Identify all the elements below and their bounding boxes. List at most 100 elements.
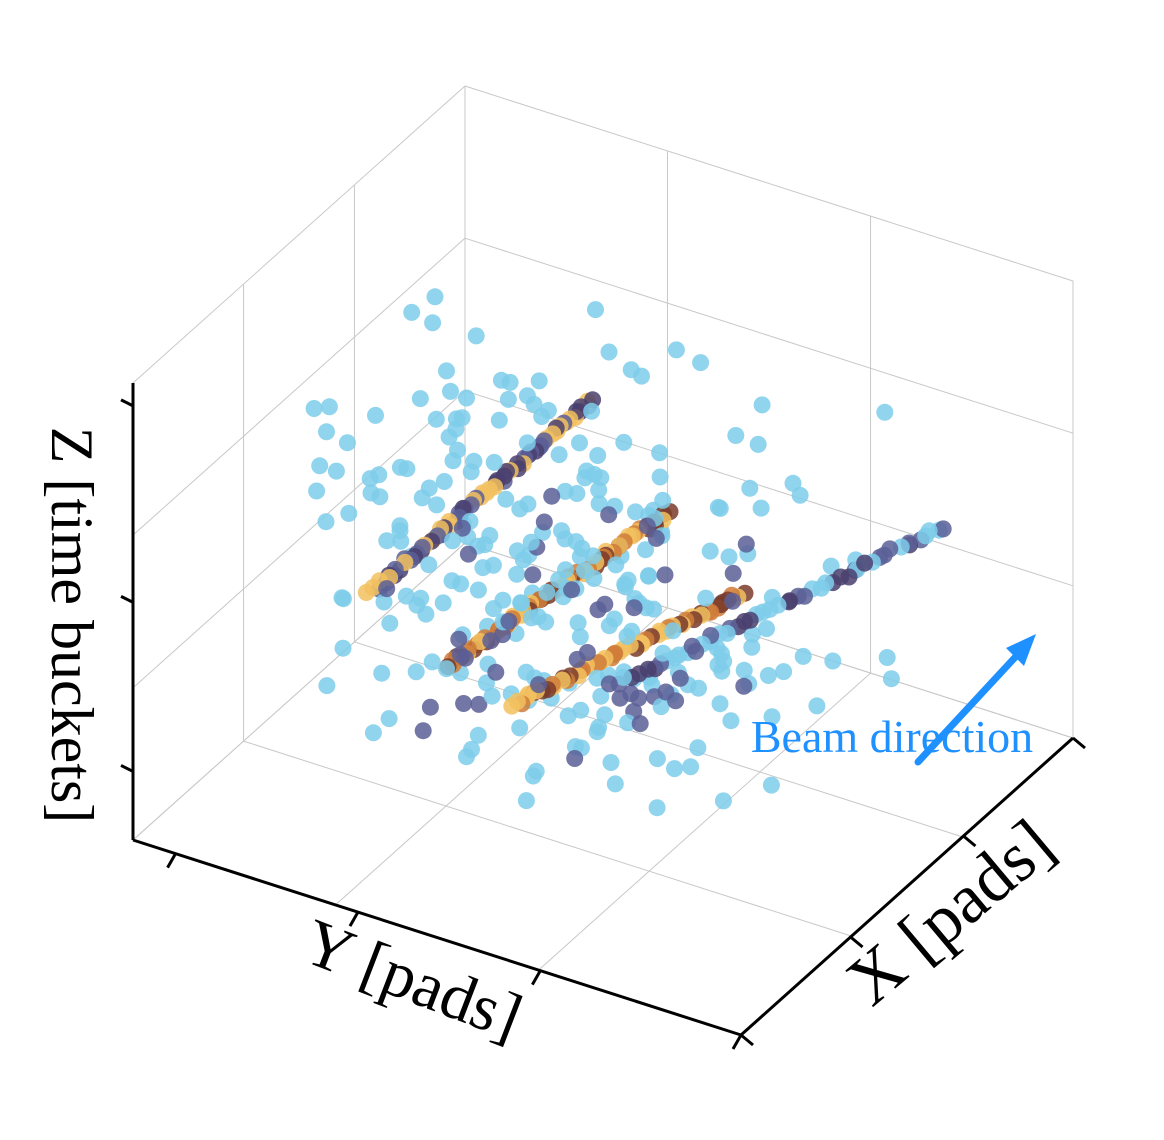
data-point xyxy=(556,482,574,500)
y-axis-tick xyxy=(348,911,360,927)
data-point xyxy=(566,750,584,767)
data-point xyxy=(647,529,665,547)
data-point xyxy=(487,663,505,681)
data-point xyxy=(600,617,618,635)
data-point xyxy=(575,562,593,579)
data-point xyxy=(447,420,465,438)
data-point xyxy=(535,513,553,531)
data-point xyxy=(752,499,770,517)
data-point xyxy=(414,722,432,740)
data-point xyxy=(508,565,526,583)
data-point xyxy=(689,739,707,757)
data-point xyxy=(378,532,396,550)
data-point xyxy=(651,468,669,486)
beam-direction-label: Beam direction xyxy=(751,711,1033,762)
data-point xyxy=(763,588,781,606)
data-point xyxy=(434,594,452,612)
data-point xyxy=(758,620,775,638)
data-point xyxy=(667,692,685,710)
grid-line xyxy=(538,672,871,971)
beam-direction-annotation: Beam direction xyxy=(751,634,1036,766)
data-point xyxy=(741,479,759,497)
data-point xyxy=(569,614,587,632)
data-point xyxy=(596,706,614,724)
data-point xyxy=(380,710,398,728)
data-point xyxy=(451,646,469,664)
data-point xyxy=(638,517,656,535)
data-point xyxy=(370,466,388,484)
data-point xyxy=(682,758,700,776)
data-point xyxy=(735,661,753,679)
data-point xyxy=(518,387,536,405)
data-point xyxy=(625,599,643,617)
data-point xyxy=(606,775,624,793)
grid-line xyxy=(132,390,466,689)
data-point xyxy=(720,548,738,566)
data-point xyxy=(530,372,548,390)
beam-arrowhead-icon xyxy=(1006,634,1036,666)
data-point xyxy=(327,462,345,480)
data-point xyxy=(735,677,753,695)
data-point xyxy=(481,527,499,544)
data-point xyxy=(563,581,581,599)
data-point xyxy=(340,504,358,522)
grid-line xyxy=(132,237,466,536)
y-axis-tick xyxy=(166,852,177,869)
data-point xyxy=(538,583,556,601)
data-point xyxy=(543,487,561,505)
z-axis-tick xyxy=(120,398,134,408)
data-point xyxy=(317,513,335,531)
data-point xyxy=(428,496,446,514)
data-point xyxy=(701,542,719,560)
data-point xyxy=(367,406,384,424)
data-point xyxy=(469,581,487,599)
data-point xyxy=(572,701,590,719)
data-point xyxy=(600,506,618,524)
data-point xyxy=(856,554,874,572)
data-point xyxy=(592,469,610,487)
data-point xyxy=(455,695,473,712)
data-point xyxy=(320,398,338,416)
data-point xyxy=(607,556,625,574)
data-point xyxy=(424,314,442,332)
data-point xyxy=(713,645,730,663)
z-axis-label: Z [time buckets] xyxy=(39,427,105,824)
data-point xyxy=(808,697,826,715)
data-point xyxy=(407,663,425,681)
x-axis-tick xyxy=(1072,736,1086,750)
data-point xyxy=(718,624,736,642)
data-point xyxy=(364,579,382,596)
data-point xyxy=(467,327,485,345)
data-point xyxy=(483,687,501,705)
data-point xyxy=(533,408,551,425)
data-point xyxy=(743,625,761,643)
data-point xyxy=(709,498,727,516)
data-point xyxy=(420,556,438,574)
data-point xyxy=(651,444,669,462)
data-point xyxy=(413,489,431,507)
data-point xyxy=(602,754,620,771)
data-point xyxy=(822,557,840,575)
data-point xyxy=(615,433,633,451)
data-point xyxy=(378,580,396,598)
data-point xyxy=(749,435,767,453)
data-point xyxy=(338,434,356,452)
data-point xyxy=(666,760,683,778)
data-point xyxy=(622,361,640,379)
data-point xyxy=(882,670,900,688)
data-point xyxy=(763,708,781,726)
data-point xyxy=(917,527,935,545)
data-point xyxy=(592,687,610,705)
data-point xyxy=(458,389,475,407)
data-point xyxy=(648,750,666,768)
data-point xyxy=(817,574,835,592)
data-point xyxy=(711,695,729,713)
data-point xyxy=(631,715,649,733)
data-point xyxy=(600,675,618,693)
data-point xyxy=(619,571,637,589)
data-point xyxy=(667,341,685,359)
data-point xyxy=(714,792,732,810)
data-point xyxy=(652,698,670,716)
data-point xyxy=(775,663,793,681)
data-point xyxy=(391,522,409,540)
